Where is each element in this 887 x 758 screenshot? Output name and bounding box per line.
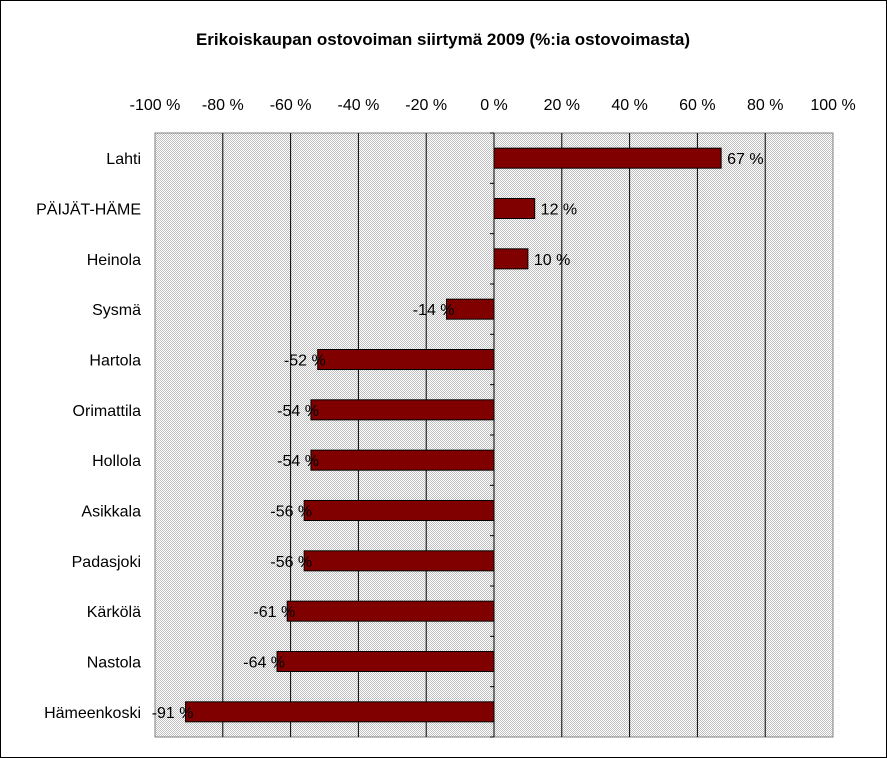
- data-label: -91 %: [152, 705, 194, 722]
- bars: [185, 147, 722, 723]
- x-axis-tick-labels: -100 % -80 % -60 % -40 % -20 % 0 % 20 % 40 % 60 …: [130, 97, 856, 114]
- data-label: 10 %: [534, 252, 570, 269]
- category-label: Hartola: [89, 353, 141, 370]
- x-tick-label: 80 %: [747, 97, 783, 114]
- x-tick-label: -60 %: [270, 97, 312, 114]
- data-label: -61 %: [253, 604, 295, 621]
- chart-title: Erikoiskaupan ostovoiman siirtymä 2009 (…: [196, 30, 690, 49]
- data-label: 12 %: [541, 202, 577, 219]
- data-label: -56 %: [270, 554, 312, 571]
- bar: [446, 298, 495, 320]
- bar: [303, 500, 495, 521]
- x-tick-label: -100 %: [130, 97, 181, 114]
- bar: [310, 449, 495, 471]
- category-label: Orimattila: [73, 403, 142, 420]
- data-labels: 67 % 12 % 10 % -14 % -52 % -54 % -54 % -56 % -56…: [152, 151, 764, 722]
- data-label: -54 %: [277, 453, 319, 470]
- bar: [310, 399, 495, 421]
- bar: [493, 198, 536, 219]
- data-label: -54 %: [277, 403, 319, 420]
- x-tick-label: 40 %: [611, 97, 647, 114]
- x-tick-label: -20 %: [405, 97, 447, 114]
- x-tick-label: -40 %: [338, 97, 380, 114]
- bar: [286, 600, 495, 622]
- category-label: Heinola: [87, 252, 141, 269]
- x-tick-label: 100 %: [810, 97, 855, 114]
- category-label: Lahti: [106, 151, 141, 168]
- category-labels: Lahti PÄIJÄT-HÄME Heinola Sysmä Hartola Orima…: [36, 151, 141, 722]
- bar: [185, 701, 495, 723]
- category-label: Sysmä: [92, 302, 141, 319]
- category-label: Hämeenkoski: [44, 705, 141, 722]
- bar: [276, 651, 495, 672]
- data-label: 67 %: [727, 151, 763, 168]
- x-tick-label: -80 %: [202, 97, 244, 114]
- data-label: -14 %: [413, 302, 455, 319]
- data-label: -52 %: [284, 353, 326, 370]
- y-axis: [490, 132, 495, 738]
- category-label: Padasjoki: [72, 554, 141, 571]
- category-label: Asikkala: [81, 504, 141, 521]
- category-label: Kärkölä: [87, 604, 141, 621]
- x-tick-label: 20 %: [544, 97, 580, 114]
- x-tick-label: 60 %: [679, 97, 715, 114]
- bar: [493, 147, 722, 169]
- category-label: Nastola: [87, 655, 141, 672]
- bar: [317, 349, 495, 370]
- bar: [303, 550, 495, 572]
- x-tick-label: 0 %: [480, 97, 508, 114]
- data-label: -56 %: [270, 504, 312, 521]
- bar: [493, 248, 529, 270]
- category-label: Hollola: [92, 453, 141, 470]
- data-label: -64 %: [243, 655, 285, 672]
- gridlines: [222, 133, 766, 737]
- category-label: PÄIJÄT-HÄME: [36, 201, 141, 219]
